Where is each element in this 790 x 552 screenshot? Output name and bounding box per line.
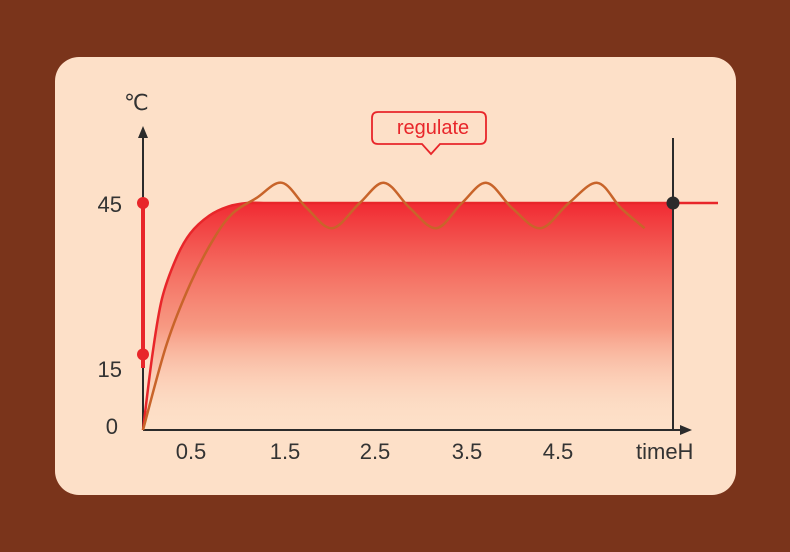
marker-end — [667, 197, 680, 210]
x-tick-label: 1.5 — [270, 439, 301, 464]
x-axis-arrow — [680, 425, 692, 435]
x-tick-label: 3.5 — [452, 439, 483, 464]
marker-15 — [137, 348, 149, 360]
marker-45 — [137, 197, 149, 209]
y-axis-title: ℃ — [124, 90, 149, 115]
x-tick-label: 2.5 — [360, 439, 391, 464]
y-tick-label: 15 — [98, 357, 122, 382]
temperature-chart: ℃ 45 15 0 0.5 1.5 2.5 3.5 4.5 timeH regu… — [0, 0, 790, 552]
y-axis-arrow — [138, 126, 148, 138]
y-tick-label: 45 — [98, 192, 122, 217]
x-tick-label: 0.5 — [176, 439, 207, 464]
regulate-callout-text: regulate — [397, 117, 469, 139]
y-tick-label: 0 — [106, 414, 118, 439]
x-axis-title: timeH — [636, 439, 693, 464]
heat-area-fill — [143, 203, 673, 430]
x-tick-label: 4.5 — [543, 439, 574, 464]
